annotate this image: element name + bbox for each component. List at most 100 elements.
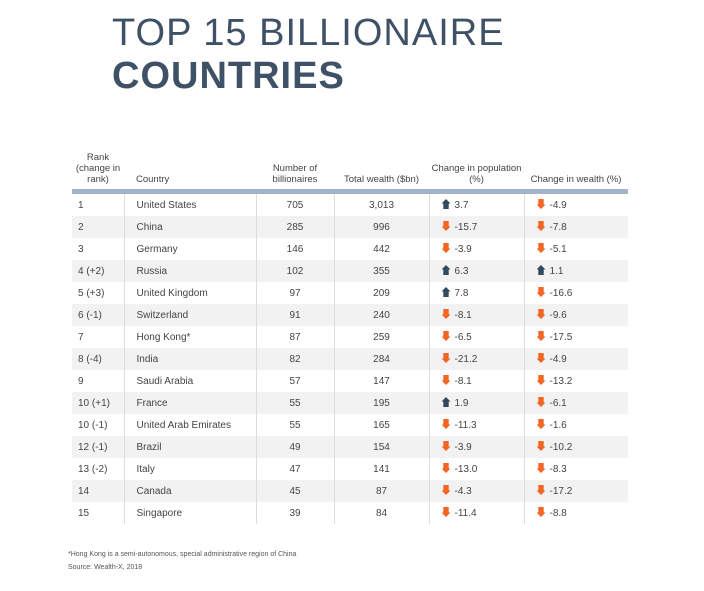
cell-pop-change: -3.9 [428,436,524,458]
cell-pop-change: -4.3 [428,480,524,502]
cell-text: 6 (-1) [78,309,102,321]
cell-country: Italy [123,458,256,480]
cell-rank: 12 (-1) [72,436,124,458]
cell-text: 165 [373,419,390,431]
cell-text: 45 [289,485,301,497]
arrow-down-icon [536,375,546,385]
cell-wealth-change: -5.1 [523,238,628,260]
title-line-2: COUNTRIES [112,55,345,97]
arrow-down-icon [536,463,546,473]
arrow-down-icon [441,507,451,517]
cell-text: 47 [289,463,301,475]
arrow-up-icon [441,397,451,407]
cell-text: 2 [78,221,84,233]
cell-wealth-change: -8.8 [523,502,628,524]
cell-wealth-change: -9.6 [523,304,628,326]
cell-wealth: 3,013 [333,191,429,216]
cell-text: -8.1 [454,376,472,387]
cell-text: 55 [289,397,301,409]
arrow-down-icon [536,397,546,407]
cell-text: 147 [373,375,390,387]
cell-text: -10.2 [549,442,573,453]
cell-text: -1.6 [549,420,567,431]
cell-text: -5.1 [549,244,567,255]
cell-number: 39 [255,502,334,524]
cell-text: 102 [286,265,304,277]
cell-country: China [123,216,256,238]
cell-wealth: 996 [333,216,429,238]
cell-text: 1 [78,199,84,211]
cell-text: 442 [373,243,390,255]
table-row: 12 (-1) Brazil 49 154 -3.9 -10.2 [72,436,628,458]
cell-wealth: 141 [333,458,429,480]
cell-number: 87 [255,326,334,348]
cell-number: 285 [255,216,334,238]
cell-text: 14 [78,485,90,497]
cell-text: -21.2 [454,354,478,365]
header-wealth: Total wealth ($bn) [334,152,429,194]
table-row: 6 (-1) Switzerland 91 240 -8.1 -9.6 [72,304,628,326]
table-row: 15 Singapore 39 84 -11.4 -8.8 [72,502,628,524]
cell-text: United States [136,199,197,211]
cell-wealth: 165 [333,414,429,436]
cell-rank: 13 (-2) [72,458,124,480]
cell-number: 45 [255,480,334,502]
header-pop-change: Change in population (%) [429,152,524,194]
cell-pop-change: -11.4 [428,502,524,524]
header-number: Number of billionaires [256,152,334,194]
cell-text: 3.7 [454,200,469,211]
cell-rank: 9 [72,370,124,392]
cell-text: 285 [286,221,304,233]
cell-text: -3.9 [454,442,472,453]
cell-wealth: 195 [333,392,429,414]
header-row: Rank (change in rank) Country Number of … [72,152,628,194]
billionaire-table: Rank (change in rank) Country Number of … [72,152,628,524]
arrow-down-icon [441,375,451,385]
header-country: Country [124,152,256,194]
cell-pop-change: -8.1 [428,370,524,392]
table-row: 8 (-4) India 82 284 -21.2 -4.9 [72,348,628,370]
cell-text: 57 [289,375,301,387]
cell-wealth: 87 [333,480,429,502]
cell-number: 47 [255,458,334,480]
cell-rank: 3 [72,238,124,260]
cell-wealth: 442 [333,238,429,260]
cell-number: 97 [255,282,334,304]
cell-text: 146 [286,243,304,255]
cell-pop-change: -13.0 [428,458,524,480]
cell-country: Saudi Arabia [123,370,256,392]
arrow-up-icon [441,287,451,297]
table-row: 14 Canada 45 87 -4.3 -17.2 [72,480,628,502]
cell-text: -11.3 [454,420,477,431]
cell-pop-change: 1.9 [428,392,524,414]
cell-country: United Arab Emirates [123,414,256,436]
cell-text: 4 (+2) [78,265,105,277]
cell-rank: 10 (+1) [72,392,124,414]
cell-number: 49 [255,436,334,458]
cell-country: Singapore [123,502,256,524]
cell-text: 9 [78,375,84,387]
cell-text: Hong Kong* [136,331,191,343]
cell-text: China [136,221,163,233]
table-row: 4 (+2) Russia 102 355 6.3 1.1 [72,260,628,282]
cell-text: 3 [78,243,84,255]
cell-pop-change: 7.8 [428,282,524,304]
arrow-down-icon [536,309,546,319]
cell-country: Brazil [123,436,256,458]
cell-wealth-change: -10.2 [523,436,628,458]
cell-rank: 4 (+2) [72,260,124,282]
cell-rank: 1 [72,192,124,217]
cell-text: -4.3 [454,486,472,497]
cell-text: 49 [289,441,301,453]
cell-rank: 7 [72,326,124,348]
arrow-down-icon [536,485,546,495]
arrow-down-icon [536,353,546,363]
table-row: 9 Saudi Arabia 57 147 -8.1 -13.2 [72,370,628,392]
cell-text: 284 [373,353,390,365]
cell-text: 12 (-1) [78,441,108,453]
cell-wealth-change: -6.1 [523,392,628,414]
cell-wealth-change: 1.1 [523,260,628,282]
cell-text: 7.8 [454,288,469,299]
cell-text: 82 [289,353,301,365]
cell-number: 146 [255,238,334,260]
